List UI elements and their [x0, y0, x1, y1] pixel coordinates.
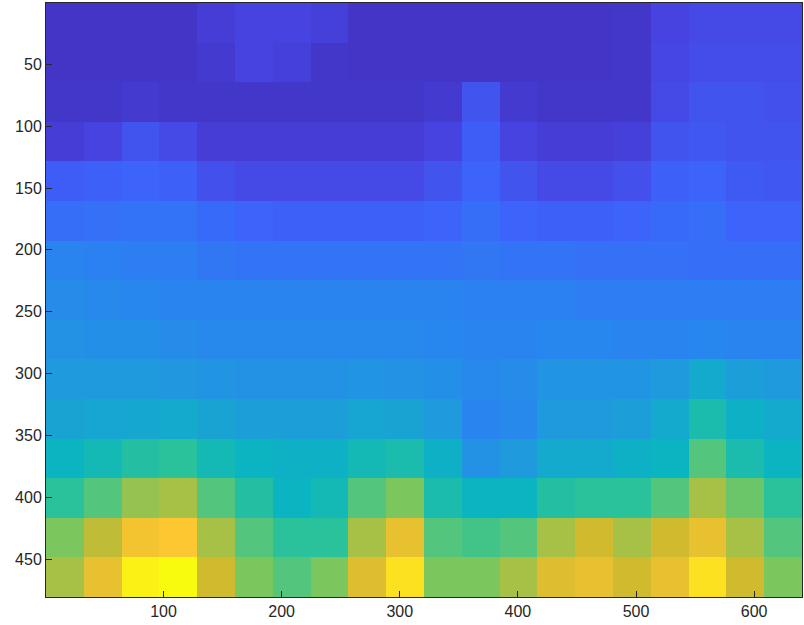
svg-text:50: 50: [24, 56, 42, 73]
svg-text:300: 300: [15, 365, 42, 382]
svg-text:150: 150: [15, 180, 42, 197]
svg-text:600: 600: [741, 603, 768, 620]
svg-text:400: 400: [505, 603, 532, 620]
svg-text:450: 450: [15, 551, 42, 568]
svg-text:250: 250: [15, 303, 42, 320]
svg-text:100: 100: [150, 603, 177, 620]
svg-text:350: 350: [15, 427, 42, 444]
svg-text:400: 400: [15, 489, 42, 506]
svg-text:200: 200: [268, 603, 295, 620]
svg-text:500: 500: [623, 603, 650, 620]
svg-text:200: 200: [15, 241, 42, 258]
svg-text:100: 100: [15, 118, 42, 135]
svg-text:300: 300: [386, 603, 413, 620]
